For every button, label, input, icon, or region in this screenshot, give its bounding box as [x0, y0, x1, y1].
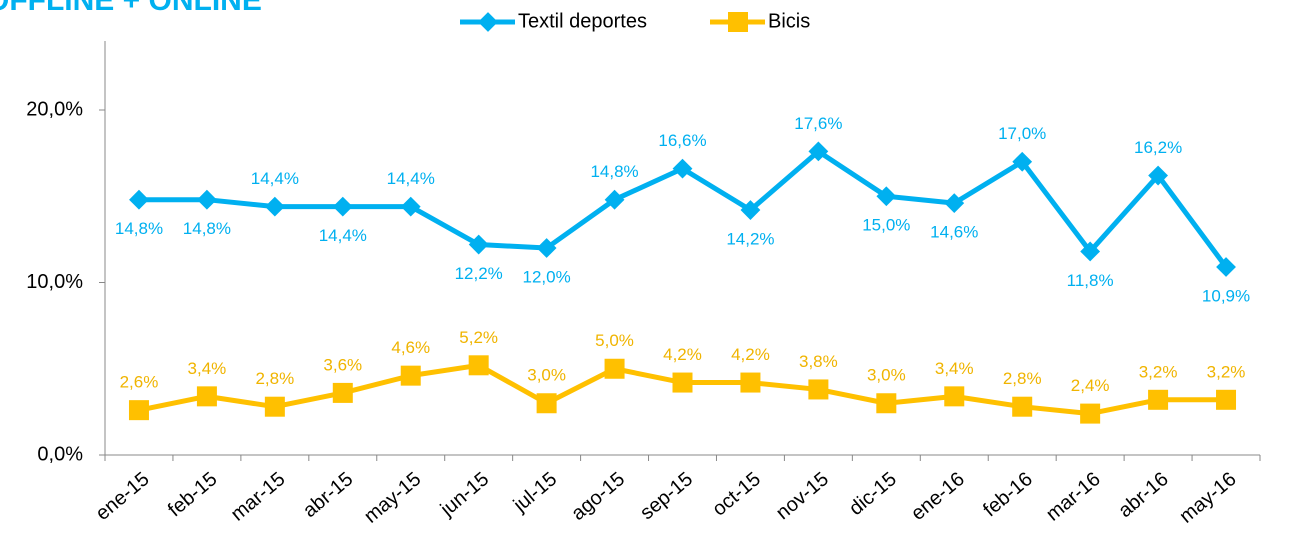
- marker: [332, 196, 353, 217]
- data-label: 4,6%: [391, 338, 430, 357]
- data-label: 10,9%: [1202, 286, 1250, 305]
- x-tick-label: mar-16: [1042, 468, 1105, 526]
- chart-title: OFFLINE + ONLINE: [0, 0, 262, 17]
- marker: [808, 379, 829, 400]
- data-label: 16,6%: [658, 131, 706, 150]
- marker: [604, 358, 625, 379]
- marker: [672, 372, 693, 393]
- marker: [1216, 257, 1236, 277]
- data-label: 3,2%: [1139, 362, 1178, 381]
- marker: [740, 372, 761, 393]
- x-tick-label: sep-15: [636, 468, 697, 524]
- data-label: 14,8%: [115, 219, 163, 238]
- data-label: 14,4%: [319, 226, 367, 245]
- data-label: 2,4%: [1071, 376, 1110, 395]
- data-label: 17,0%: [998, 124, 1046, 143]
- marker: [197, 189, 217, 210]
- x-tick-label: abr-15: [299, 468, 357, 522]
- legend-marker: [478, 12, 498, 32]
- data-label: 14,6%: [930, 223, 978, 242]
- x-tick-label: ene-16: [907, 468, 969, 525]
- x-tick-label: jun-15: [436, 468, 494, 521]
- data-label: 14,2%: [726, 230, 774, 249]
- x-tick-label: feb-15: [164, 468, 222, 521]
- x-tick-label: may-15: [360, 468, 425, 528]
- data-label: 2,8%: [255, 369, 294, 388]
- marker: [468, 234, 489, 255]
- marker: [400, 365, 421, 386]
- x-tick-label: ene-15: [92, 468, 154, 525]
- marker: [129, 189, 149, 210]
- x-tick-label: ago-15: [567, 468, 629, 525]
- data-label: 14,8%: [183, 219, 231, 238]
- marker: [876, 393, 897, 414]
- data-label: 12,0%: [523, 267, 571, 286]
- x-tick-label: jul-15: [509, 468, 561, 517]
- data-label: 3,2%: [1207, 362, 1246, 381]
- data-label: 3,8%: [799, 352, 838, 371]
- x-tick-label: may-16: [1175, 468, 1240, 528]
- marker: [332, 382, 353, 403]
- data-label: 11,8%: [1067, 271, 1114, 290]
- data-label: 3,0%: [867, 366, 906, 385]
- legend-label: Textil deportes: [518, 10, 647, 32]
- x-tick-label: feb-16: [979, 468, 1037, 521]
- marker: [1080, 403, 1101, 424]
- data-label: 2,6%: [120, 373, 159, 392]
- x-tick-label: dic-15: [845, 468, 901, 520]
- data-label: 3,4%: [188, 359, 227, 378]
- marker: [536, 393, 557, 414]
- data-label: 14,4%: [251, 169, 299, 188]
- y-tick-label: 0,0%: [37, 443, 83, 465]
- data-label: 14,8%: [590, 162, 638, 181]
- marker: [1216, 389, 1237, 410]
- marker: [128, 400, 149, 421]
- marker: [468, 355, 489, 376]
- data-label: 17,6%: [794, 114, 842, 133]
- x-tick-label: nov-15: [772, 468, 833, 524]
- data-label: 15,0%: [862, 216, 910, 235]
- data-label: 3,6%: [323, 355, 362, 374]
- data-label: 16,2%: [1134, 138, 1182, 157]
- marker: [1148, 165, 1168, 186]
- data-label: 4,2%: [731, 345, 770, 364]
- data-label: 12,2%: [455, 264, 503, 283]
- marker: [944, 386, 965, 407]
- data-label: 2,8%: [1003, 369, 1042, 388]
- marker: [1080, 241, 1101, 262]
- data-label: 3,4%: [935, 359, 974, 378]
- marker: [400, 196, 421, 217]
- legend-marker: [728, 12, 748, 32]
- data-label: 14,4%: [387, 169, 435, 188]
- y-tick-label: 20,0%: [26, 98, 83, 120]
- marker: [1012, 396, 1033, 417]
- y-tick-label: 10,0%: [26, 271, 83, 293]
- marker: [264, 196, 285, 217]
- x-tick-label: oct-15: [708, 468, 765, 521]
- legend-label: Bicis: [768, 10, 810, 32]
- marker: [196, 386, 217, 407]
- marker: [1148, 389, 1169, 410]
- x-tick-label: mar-15: [227, 468, 290, 526]
- marker: [264, 396, 285, 417]
- data-label: 4,2%: [663, 345, 702, 364]
- x-tick-label: abr-16: [1114, 468, 1172, 522]
- data-label: 5,2%: [459, 328, 498, 347]
- data-label: 3,0%: [527, 366, 566, 385]
- data-label: 5,0%: [595, 331, 634, 350]
